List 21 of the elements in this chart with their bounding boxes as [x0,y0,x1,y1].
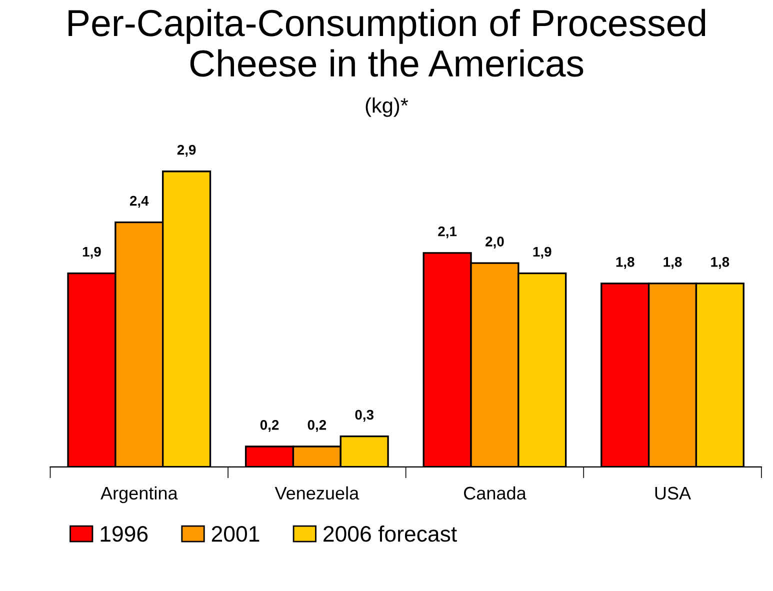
data-label: 1,8 [664,257,682,269]
data-label: 0,2 [308,420,326,432]
x-tick-label: Argentina [100,486,178,504]
data-label: 1,8 [711,257,730,269]
chart-title: Per-Capita-Consumption of Processed Cheese in the Americas [68,8,706,77]
data-label: 2,1 [438,226,457,238]
legend-label: 1996 [100,526,148,542]
data-label: 2,0 [486,236,504,248]
data-label: 1,8 [616,257,634,269]
data-label: 2,9 [177,144,196,157]
data-label: 0,3 [355,410,374,422]
chart-subtitle: (kg)* [366,98,408,117]
data-label: 0,2 [260,420,279,432]
data-label: 2,4 [130,196,149,208]
data-label: 1,9 [533,246,552,259]
data-label: 1,9 [82,246,101,259]
x-tick-label: USA [655,486,692,500]
legend-label: 2006 forecast [324,525,457,542]
x-tick-label: Canada [464,486,526,500]
legend-label: 2001 [212,526,260,542]
x-tick-label: Venezuela [274,486,360,500]
